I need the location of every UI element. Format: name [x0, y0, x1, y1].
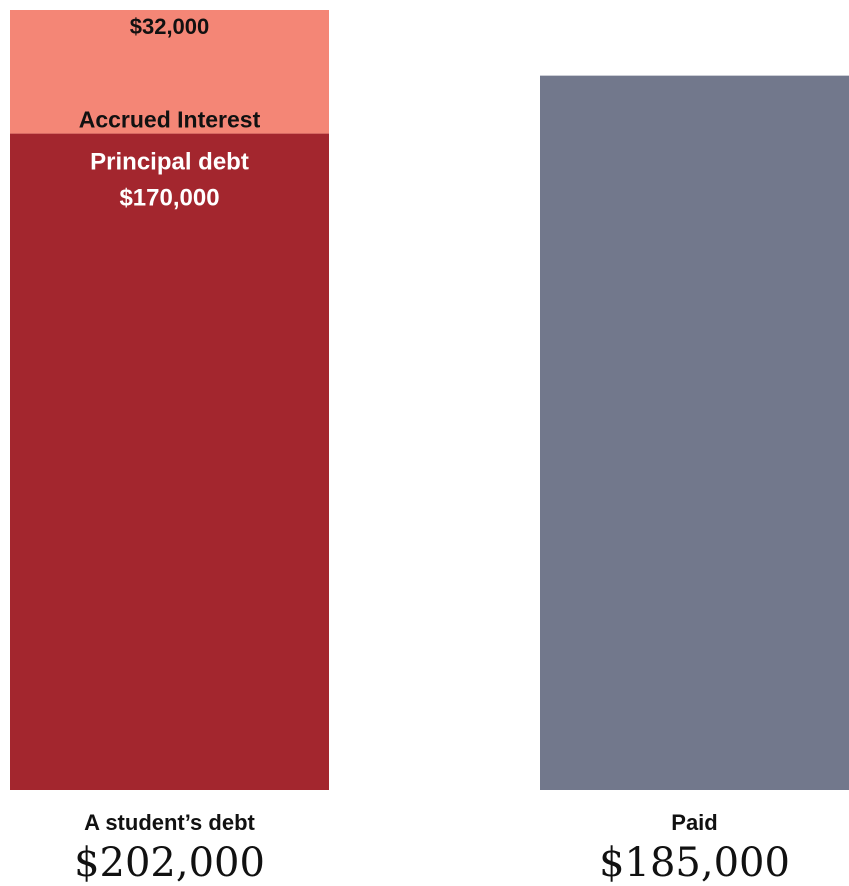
bar-segment-principal-debt	[10, 133, 329, 791]
segment-value-principal-debt: $170,000	[119, 185, 219, 212]
segment-label-accrued-interest: Accrued Interest	[79, 107, 261, 133]
segment-label-principal-debt: Principal debt	[90, 149, 249, 176]
total-label-a-student-s-debt: $202,000	[74, 840, 265, 886]
total-label-paid: $185,000	[599, 840, 790, 886]
segment-value-accrued-interest: $32,000	[130, 14, 210, 39]
category-label-paid: Paid	[671, 810, 717, 835]
category-label-a-student-s-debt: A student’s debt	[84, 810, 255, 835]
bar-segment-accrued-interest	[10, 10, 329, 134]
bar-segment-paid	[540, 75, 849, 791]
